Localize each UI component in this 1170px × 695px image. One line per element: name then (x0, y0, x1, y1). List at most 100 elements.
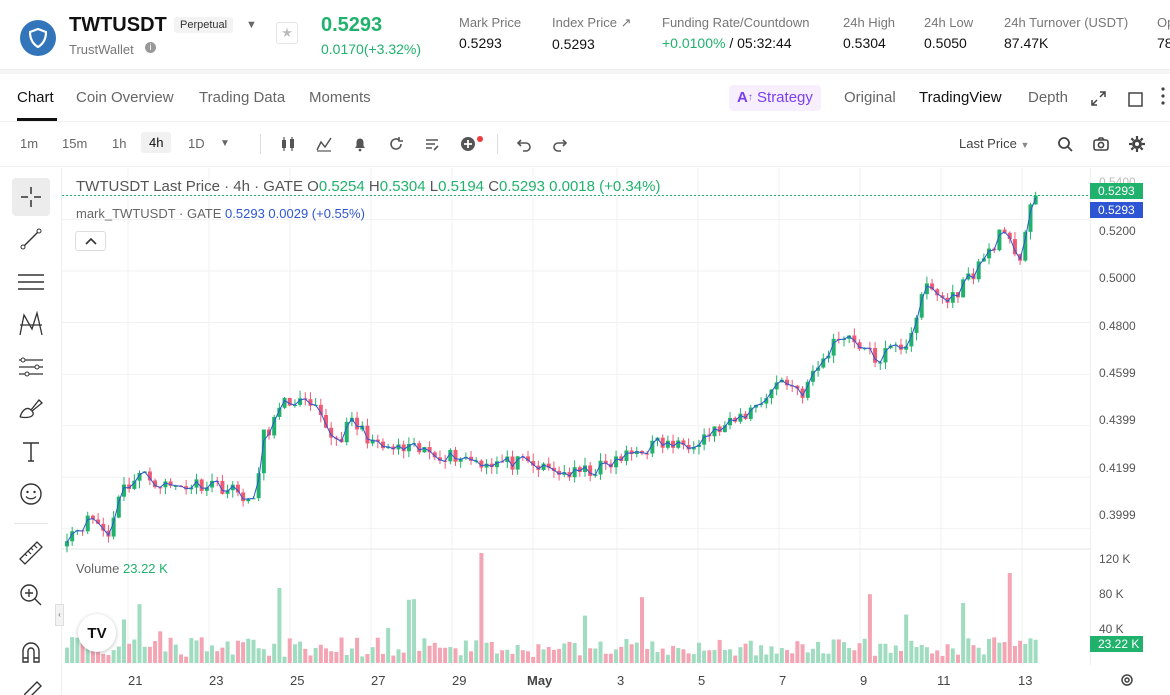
pattern-icon (19, 311, 43, 336)
axis-settings-icon[interactable] (1119, 672, 1135, 688)
candle-body (572, 467, 577, 478)
volume-bar (220, 647, 225, 663)
volume-bar (469, 651, 474, 663)
candle-body (629, 450, 634, 455)
time-tick: 29 (452, 673, 467, 688)
symbol-title[interactable]: TWTUSDT (69, 14, 167, 36)
symbol-dropdown-icon[interactable]: ▼ (246, 19, 257, 31)
trend-line-tool[interactable] (12, 220, 50, 258)
zoom-tool[interactable] (12, 576, 50, 614)
volume-bar (748, 640, 753, 663)
add-plus-icon[interactable] (460, 136, 476, 152)
contract-type-badge: Perpetual (174, 17, 234, 33)
info-icon[interactable]: i (145, 42, 156, 53)
stat-index-price[interactable]: Index Price ↗ 0.5293 (552, 15, 632, 52)
window-icon[interactable] (1128, 92, 1143, 107)
settings-gear-icon[interactable] (1129, 136, 1145, 152)
price-change: 0.0170(+3.32%) (321, 41, 422, 57)
interval-1m[interactable]: 1m (20, 136, 39, 151)
candle-body (298, 398, 303, 405)
candle-body (515, 456, 520, 470)
volume-bar (308, 655, 313, 663)
volume-bar (267, 655, 272, 663)
section-divider (0, 70, 1170, 74)
interval-4h[interactable]: 4h (141, 132, 172, 153)
candle-body (795, 385, 800, 389)
text-tool[interactable] (12, 433, 50, 471)
volume-bar (127, 643, 132, 663)
candle-body (526, 456, 531, 462)
time-tick: 27 (371, 673, 386, 688)
magnet-tool[interactable] (12, 633, 50, 671)
emoji-tool[interactable] (12, 475, 50, 513)
chart-plot-area[interactable] (62, 168, 1090, 665)
alert-bell-icon[interactable] (352, 136, 368, 152)
view-original[interactable]: Original (844, 89, 896, 106)
price-source-select[interactable]: Last Price ▼ (959, 136, 1029, 151)
candle-body (546, 463, 551, 468)
candle-body (1028, 204, 1033, 232)
expand-icon[interactable] (1091, 91, 1106, 106)
volume-bar (153, 641, 158, 663)
legend-collapse-button[interactable] (75, 231, 106, 251)
templates-icon[interactable] (424, 136, 440, 152)
position-tool[interactable] (12, 348, 50, 386)
volume-bar (546, 646, 551, 663)
chart-toolbar: 1m 15m 1h 4h 1D ▼ Last Price ▼ (0, 122, 1170, 167)
interval-15m[interactable]: 15m (62, 136, 88, 151)
interval-1d[interactable]: 1D (188, 136, 205, 151)
stat-24h-high: 24h High 0.5304 (843, 15, 895, 51)
more-icon[interactable] (1157, 86, 1170, 106)
legend-l-label: L (429, 178, 439, 195)
strategy-button[interactable]: A↑ Strategy (729, 85, 821, 111)
tab-chart[interactable]: Chart (17, 89, 54, 106)
pattern-tool[interactable] (12, 305, 50, 343)
volume-bar (873, 655, 878, 663)
candle-body (344, 421, 349, 443)
candle-body (147, 471, 152, 481)
volume-bar (759, 645, 764, 663)
stat-value: 87.47K (1004, 35, 1049, 51)
crosshair-tool[interactable] (12, 178, 50, 216)
interval-1h[interactable]: 1h (112, 136, 127, 151)
candle-body (204, 487, 209, 491)
pencil-tool[interactable] (12, 673, 50, 695)
volume-bar (199, 637, 204, 663)
tab-coin-overview[interactable]: Coin Overview (76, 89, 174, 106)
volume-bar (909, 640, 914, 663)
favorite-star-icon[interactable]: ★ (276, 22, 298, 44)
volume-bar (779, 648, 784, 663)
volume-bar (417, 650, 422, 663)
candle-body (935, 289, 940, 296)
undo-icon[interactable] (516, 136, 532, 152)
volume-tick: 80 K (1099, 587, 1124, 601)
view-tradingview[interactable]: TradingView (919, 89, 1002, 106)
replay-icon[interactable] (388, 136, 404, 152)
tradingview-logo-icon[interactable]: TV (78, 614, 116, 652)
volume-bar (557, 648, 562, 663)
brush-tool[interactable] (12, 390, 50, 428)
volume-bar (572, 642, 577, 663)
camera-icon[interactable] (1093, 136, 1109, 152)
interval-dropdown-icon[interactable]: ▼ (220, 138, 230, 149)
volume-bar (427, 645, 432, 663)
horizontal-lines-tool[interactable] (12, 263, 50, 301)
price-axis[interactable] (1090, 168, 1170, 665)
candle-type-icon[interactable] (280, 136, 296, 152)
search-icon[interactable] (1057, 136, 1073, 152)
redo-icon[interactable] (552, 136, 568, 152)
volume-bar (753, 655, 758, 663)
smiley-icon (20, 483, 42, 505)
candle-body (267, 429, 272, 436)
collapse-sidebar-icon[interactable]: ‹ (55, 604, 64, 626)
candle-body (722, 425, 727, 433)
candle-body (531, 461, 536, 466)
indicators-icon[interactable] (316, 136, 332, 152)
stat-value: 0.5304 (843, 35, 886, 51)
ruler-tool[interactable] (12, 534, 50, 572)
tab-trading-data[interactable]: Trading Data (199, 89, 286, 106)
volume-bar (800, 644, 805, 663)
view-depth[interactable]: Depth (1028, 89, 1069, 106)
tab-moments[interactable]: Moments (309, 89, 371, 106)
